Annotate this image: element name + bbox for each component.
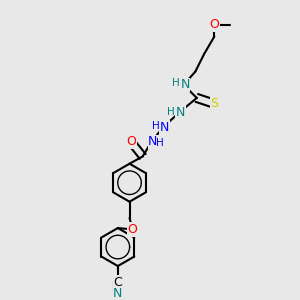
- Text: H: H: [172, 78, 179, 88]
- Text: N: N: [113, 287, 122, 300]
- Text: H: H: [156, 138, 164, 148]
- Text: C: C: [113, 276, 122, 289]
- Text: N: N: [148, 135, 158, 148]
- Text: S: S: [210, 97, 218, 110]
- Text: H: H: [152, 121, 159, 131]
- Text: O: O: [209, 18, 219, 31]
- Text: O: O: [126, 135, 136, 148]
- Text: N: N: [180, 78, 190, 91]
- Text: N: N: [176, 106, 185, 119]
- Text: N: N: [160, 121, 169, 134]
- Text: H: H: [167, 107, 175, 117]
- Text: O: O: [128, 223, 137, 236]
